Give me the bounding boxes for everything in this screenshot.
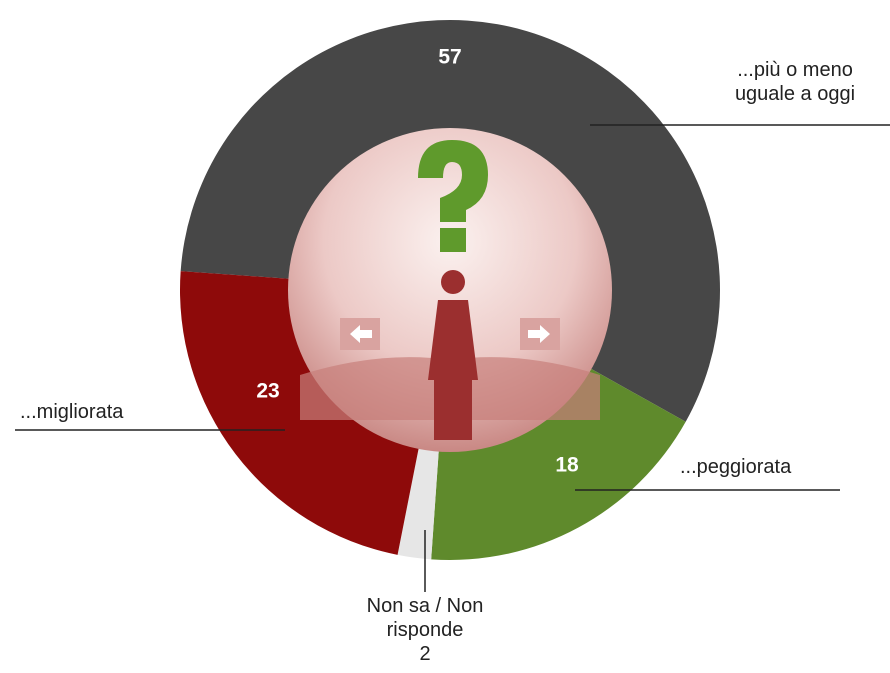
center-illustration <box>288 128 612 452</box>
category-label: ...più o meno uguale a oggi <box>734 59 856 105</box>
donut-wedge <box>180 19 720 422</box>
value-label: 23 <box>256 380 279 403</box>
category-label: Non sa / Non risponde <box>366 595 484 641</box>
value-label: 57 <box>438 46 461 69</box>
category-label: ...migliorata <box>20 401 124 423</box>
donut-wedge <box>397 446 439 560</box>
category-label: ...peggiorata <box>680 456 792 478</box>
donut-wedge <box>431 368 686 560</box>
value-label: 18 <box>555 454 579 477</box>
leader-lines <box>15 124 890 592</box>
donut-wedge <box>179 271 419 555</box>
value-label: 2 <box>419 643 431 665</box>
